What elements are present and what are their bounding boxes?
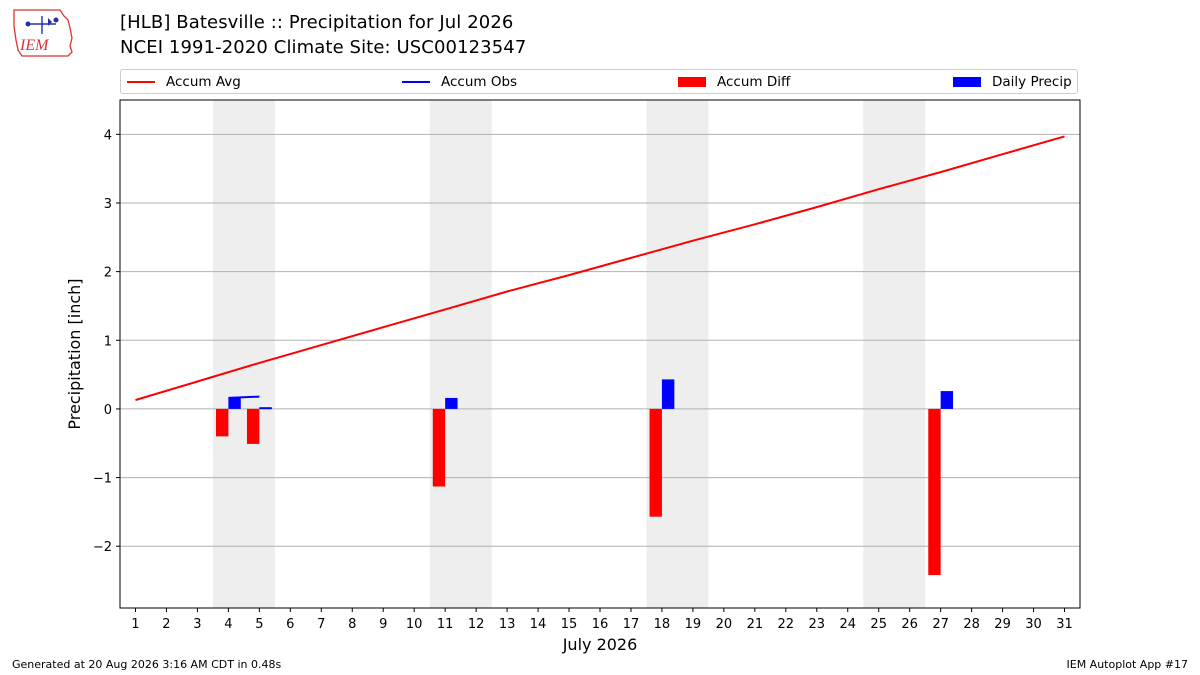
legend-item-accum-diff: Accum Diff	[678, 73, 790, 91]
x-tick-label: 13	[499, 617, 516, 632]
chart-title: [HLB] Batesville :: Precipitation for Ju…	[120, 12, 514, 33]
x-tick-label: 6	[286, 617, 294, 632]
iem-logo-text: IEM	[19, 37, 50, 54]
x-tick-label: 16	[592, 617, 609, 632]
legend-swatch-accum-obs	[402, 81, 430, 83]
legend-label-daily-precip: Daily Precip	[992, 74, 1072, 90]
x-tick-label: 26	[901, 617, 918, 632]
accum-obs-line	[228, 395, 260, 399]
x-tick-label: 4	[224, 617, 232, 632]
daily-precip-bar	[228, 397, 241, 409]
weekend-shade-band	[646, 100, 709, 608]
x-tick-label: 9	[379, 617, 387, 632]
x-tick-label: 25	[870, 617, 887, 632]
x-tick-label: 5	[255, 617, 263, 632]
bars	[216, 379, 954, 576]
chart-subtitle: NCEI 1991-2020 Climate Site: USC00123547	[120, 37, 527, 58]
x-tick-label: 24	[839, 617, 856, 632]
x-tick-label: 23	[809, 617, 826, 632]
y-tick-label: −2	[93, 540, 112, 555]
x-tick-label: 11	[437, 617, 454, 632]
y-tick-label: 2	[104, 266, 112, 281]
y-axis-label: Precipitation [inch]	[65, 278, 84, 429]
x-tick-label: 14	[530, 617, 547, 632]
x-tick-label: 22	[778, 617, 795, 632]
gridlines	[120, 133, 1080, 547]
daily-precip-bar	[661, 379, 675, 409]
generated-timestamp: Generated at 20 Aug 2026 3:16 AM CDT in …	[12, 658, 282, 671]
x-tick-label: 19	[685, 617, 702, 632]
x-tick-label: 12	[468, 617, 485, 632]
legend-item-daily-precip: Daily Precip	[953, 73, 1072, 91]
weekend-shade-band	[429, 100, 492, 608]
y-tick-label: 4	[104, 128, 112, 143]
legend-label-accum-avg: Accum Avg	[166, 74, 241, 90]
weekend-shade-band	[212, 100, 275, 608]
y-tick-label: 1	[104, 334, 112, 349]
x-tick-label: 1	[131, 617, 139, 632]
x-tick-label: 18	[654, 617, 671, 632]
x-tick-label: 15	[561, 617, 578, 632]
weekend-shading	[212, 100, 926, 608]
x-tick-label: 20	[716, 617, 733, 632]
weekend-shade-band	[863, 100, 926, 608]
x-tick-label: 2	[162, 617, 170, 632]
legend-label-accum-obs: Accum Obs	[441, 74, 518, 90]
chart-legend: Accum Avg Accum Obs Accum Diff Daily Pre…	[120, 69, 1078, 94]
iem-logo: IEM	[13, 9, 73, 57]
legend-swatch-accum-diff	[678, 77, 706, 87]
y-tick-label: 3	[104, 197, 112, 212]
accum-diff-bar	[216, 408, 229, 437]
y-tick-label: 0	[104, 403, 112, 418]
daily-precip-bar	[940, 391, 954, 409]
x-tick-label: 21	[747, 617, 764, 632]
y-axis-ticks: −2 −1 0 1 2 3 4	[93, 128, 120, 555]
y-tick-label: −1	[93, 472, 112, 487]
x-axis-ticks: 1 2 3 4 5 6 7 8 9 10 11 12 13 14 15 16 17 18 19 20 21 22 23 24 2…	[131, 608, 1073, 632]
accum-diff-bar	[432, 408, 446, 487]
x-tick-label: 17	[623, 617, 640, 632]
legend-swatch-daily-precip	[953, 77, 981, 87]
accum-avg-line	[135, 135, 1065, 401]
x-tick-label: 8	[348, 617, 356, 632]
legend-item-accum-avg: Accum Avg	[127, 73, 241, 91]
legend-item-accum-obs: Accum Obs	[402, 73, 517, 91]
x-tick-label: 27	[932, 617, 949, 632]
daily-precip-bar	[445, 397, 458, 409]
accum-diff-bar	[246, 408, 260, 444]
x-tick-label: 28	[963, 617, 980, 632]
series-lines	[135, 135, 1065, 410]
x-tick-label: 7	[317, 617, 325, 632]
x-tick-label: 31	[1056, 617, 1073, 632]
x-axis-label: July 2026	[562, 635, 638, 654]
legend-label-accum-diff: Accum Diff	[717, 74, 791, 90]
accum-diff-bar	[649, 408, 662, 517]
x-tick-label: 3	[193, 617, 201, 632]
app-label: IEM Autoplot App #17	[1066, 658, 1189, 671]
x-tick-label: 29	[994, 617, 1011, 632]
accum-diff-bar	[928, 408, 941, 576]
legend-swatch-accum-avg	[127, 81, 155, 83]
x-tick-label: 30	[1025, 617, 1042, 632]
x-tick-label: 10	[406, 617, 423, 632]
